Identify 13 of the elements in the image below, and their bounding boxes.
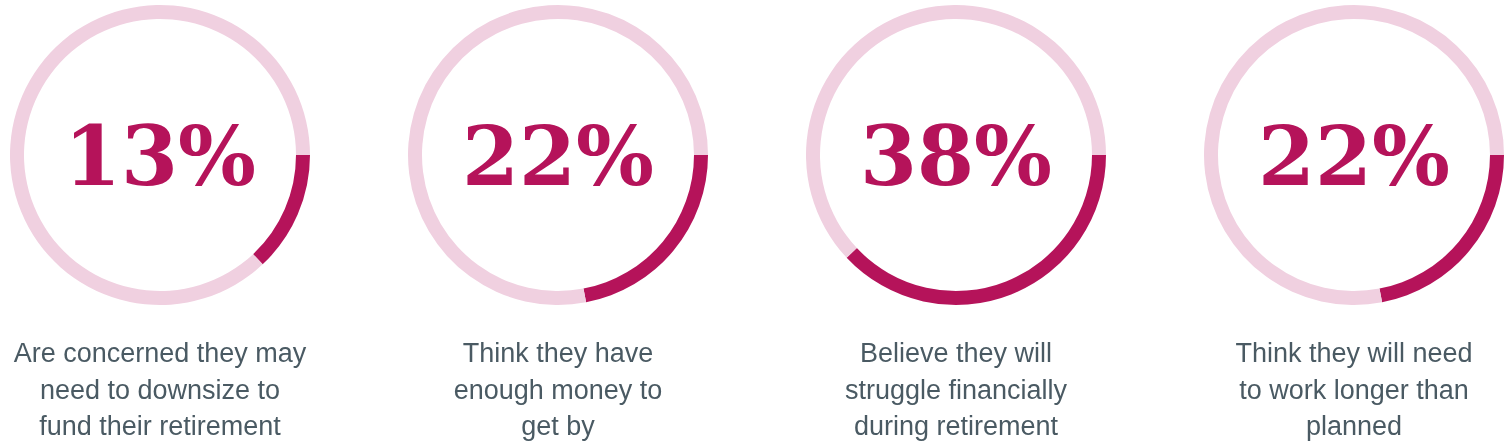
donut-slice [1204, 5, 1504, 305]
text: 22% [1257, 107, 1451, 204]
text: Are concerned they may need to downsize to fund their retirement [13, 338, 307, 441]
donut-slice [408, 5, 708, 305]
donut-slice [806, 5, 1106, 258]
text: 22% [461, 107, 655, 204]
text: Think they will need to work longer than planned [1235, 338, 1473, 441]
donut-slice [253, 155, 310, 265]
text: Think they have enough money to get by [453, 338, 663, 441]
text: 13% [63, 107, 257, 204]
text: 38% [859, 107, 1053, 204]
text: Believe they will struggle financially during retirement [844, 338, 1068, 441]
donut-slice [10, 5, 310, 305]
